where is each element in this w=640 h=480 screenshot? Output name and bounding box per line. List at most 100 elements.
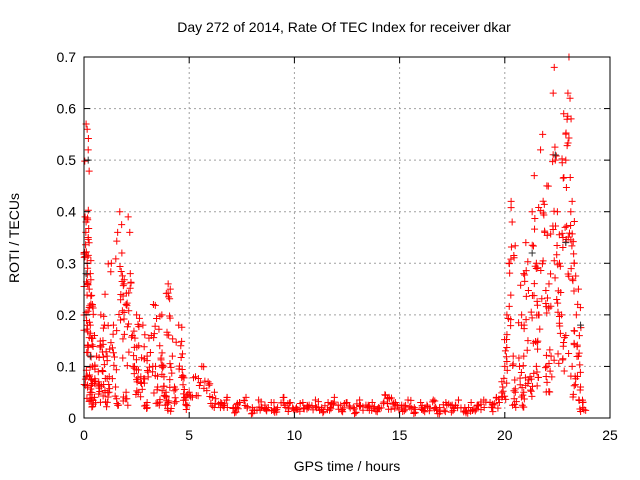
data-point (169, 335, 177, 343)
data-point (83, 279, 91, 287)
data-point (84, 343, 92, 351)
data-point (565, 134, 573, 142)
data-point (520, 395, 528, 403)
data-point (99, 368, 107, 376)
data-point (168, 352, 176, 360)
data-point (511, 376, 519, 384)
data-point (133, 343, 141, 351)
data-point (352, 408, 360, 416)
data-point (180, 385, 188, 393)
data-point (558, 159, 566, 167)
data-point (122, 301, 130, 309)
data-point (101, 398, 109, 406)
data-point (85, 224, 93, 232)
data-point (411, 409, 419, 417)
data-point (194, 375, 202, 383)
data-point (165, 397, 173, 405)
data-point (123, 395, 131, 403)
data-point (503, 366, 511, 374)
data-point (303, 405, 311, 413)
x-tick-label: 15 (392, 427, 408, 443)
data-point (529, 242, 537, 250)
data-point (84, 234, 92, 241)
data-point (534, 337, 542, 345)
data-point (135, 314, 143, 322)
data-point (515, 354, 523, 362)
data-point (530, 292, 538, 300)
data-point (518, 311, 526, 319)
data-point (175, 365, 183, 373)
data-point (83, 325, 91, 333)
data-point (167, 363, 175, 371)
data-point (273, 406, 281, 414)
data-point (551, 143, 559, 151)
data-point (542, 373, 550, 381)
data-point (324, 399, 332, 407)
data-point (88, 389, 96, 397)
data-point (359, 403, 367, 411)
data-point (574, 300, 582, 308)
data-point (506, 269, 514, 277)
data-point (533, 368, 541, 376)
data-point (410, 409, 418, 417)
data-point (467, 399, 475, 407)
data-point (567, 236, 575, 244)
data-point (86, 321, 94, 329)
data-point (407, 396, 415, 404)
data-point (87, 292, 95, 300)
data-point (377, 404, 385, 412)
data-point (125, 307, 133, 315)
data-point (151, 372, 159, 380)
data-point (537, 207, 545, 215)
data-point (157, 356, 165, 364)
data-point (118, 307, 126, 315)
data-point (103, 403, 111, 411)
data-point (528, 314, 536, 322)
data-point (522, 381, 530, 389)
data-point (258, 403, 266, 411)
data-point (319, 409, 327, 417)
data-point (340, 404, 348, 412)
data-point (425, 407, 433, 415)
data-point (365, 406, 373, 414)
data-point (500, 374, 508, 382)
data-point (552, 222, 560, 230)
axis-ticks: 0 5 10 15 20 25 0 0.1 0.2 0.3 0.4 0.5 0.6 0.7 (57, 49, 618, 443)
data-point (562, 183, 570, 191)
data-point (166, 285, 174, 293)
data-point (339, 408, 347, 416)
data-point (296, 407, 304, 415)
data-point (568, 197, 576, 205)
data-point (134, 320, 142, 328)
data-point (520, 352, 528, 360)
data-point (84, 251, 92, 259)
data-point (524, 286, 532, 294)
x-tick-label: 0 (80, 427, 88, 443)
data-point (84, 135, 92, 143)
x-tick-label: 25 (602, 427, 618, 443)
data-point (528, 241, 536, 249)
data-point (113, 399, 121, 407)
data-point (87, 375, 95, 383)
data-point (296, 400, 304, 408)
data-point (156, 342, 164, 350)
data-point (387, 405, 395, 413)
data-point (471, 407, 479, 415)
data-point (223, 396, 231, 404)
data-point (505, 302, 513, 310)
y-tick-label: 0.7 (57, 49, 77, 65)
data-point (498, 389, 506, 397)
data-point (172, 385, 180, 393)
data-point (522, 292, 530, 300)
data-point (178, 337, 186, 345)
data-point (172, 398, 180, 406)
data-point (538, 295, 546, 303)
data-point (85, 167, 93, 175)
data-point (215, 400, 223, 408)
data-point (567, 265, 575, 273)
data-point (549, 89, 557, 97)
data-point (546, 367, 554, 375)
data-point (402, 401, 410, 409)
data-point (98, 366, 106, 374)
